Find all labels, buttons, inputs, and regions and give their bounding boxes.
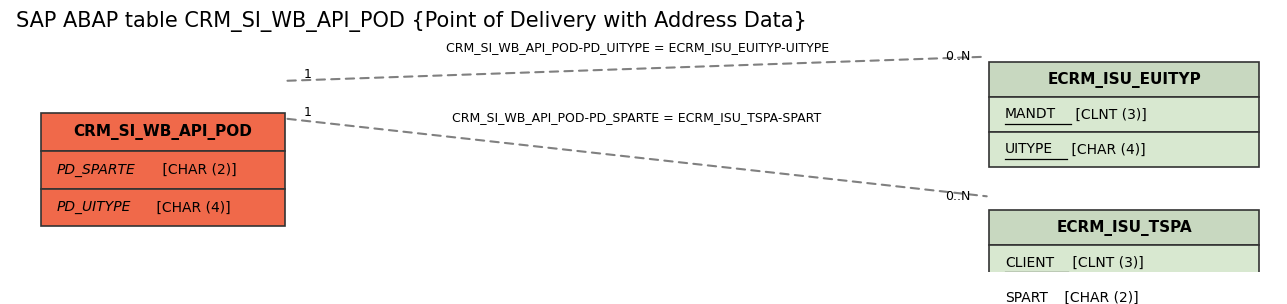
Text: 1: 1: [304, 68, 311, 81]
Text: CRM_SI_WB_API_POD-PD_SPARTE = ECRM_ISU_TSPA-SPART: CRM_SI_WB_API_POD-PD_SPARTE = ECRM_ISU_T…: [453, 111, 821, 124]
Text: [CLNT (3)]: [CLNT (3)]: [1068, 256, 1144, 270]
Bar: [990, 245, 1259, 280]
Text: ECRM_ISU_TSPA: ECRM_ISU_TSPA: [1057, 219, 1192, 236]
Text: MANDT: MANDT: [1005, 108, 1057, 122]
Bar: [41, 151, 284, 188]
Text: UITYPE: UITYPE: [1005, 143, 1053, 157]
Bar: [990, 97, 1259, 132]
Text: 0..N: 0..N: [945, 50, 970, 63]
Bar: [990, 280, 1259, 304]
Bar: [990, 62, 1259, 97]
Text: [CHAR (2)]: [CHAR (2)]: [1060, 291, 1139, 304]
Text: SAP ABAP table CRM_SI_WB_API_POD {Point of Delivery with Address Data}: SAP ABAP table CRM_SI_WB_API_POD {Point …: [15, 11, 807, 32]
Text: CRM_SI_WB_API_POD-PD_UITYPE = ECRM_ISU_EUITYP-UITYPE: CRM_SI_WB_API_POD-PD_UITYPE = ECRM_ISU_E…: [445, 41, 829, 54]
Bar: [990, 210, 1259, 245]
Text: [CHAR (4)]: [CHAR (4)]: [152, 200, 230, 214]
Text: [CLNT (3)]: [CLNT (3)]: [1071, 108, 1147, 122]
Text: SPART: SPART: [1005, 291, 1048, 304]
Text: CLIENT: CLIENT: [1005, 256, 1054, 270]
Text: PD_UITYPE: PD_UITYPE: [57, 200, 131, 214]
Text: 1: 1: [304, 105, 311, 119]
Text: PD_SPARTE: PD_SPARTE: [57, 163, 135, 177]
Bar: [990, 132, 1259, 167]
Bar: [41, 188, 284, 226]
Text: [CHAR (2)]: [CHAR (2)]: [158, 163, 237, 177]
Text: CRM_SI_WB_API_POD: CRM_SI_WB_API_POD: [73, 124, 252, 140]
Text: 0..N: 0..N: [945, 190, 970, 203]
Text: [CHAR (4)]: [CHAR (4)]: [1067, 143, 1145, 157]
Bar: [41, 113, 284, 151]
Text: ECRM_ISU_EUITYP: ECRM_ISU_EUITYP: [1048, 71, 1201, 88]
